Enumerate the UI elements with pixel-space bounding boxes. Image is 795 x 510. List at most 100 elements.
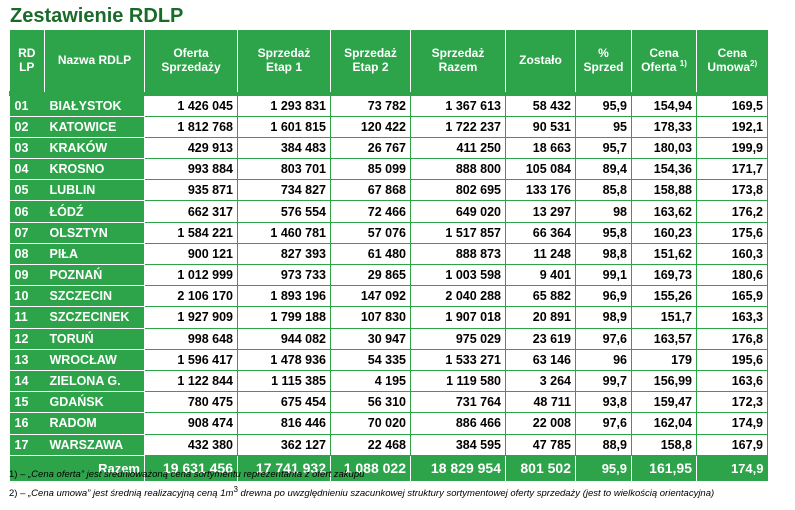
- cell-etap1: 362 127: [237, 433, 331, 456]
- total-cena-umowa: 174,9: [696, 455, 768, 482]
- header-razem: Sprzedaż Razem: [410, 30, 506, 91]
- cell-oferta: 662 317: [144, 200, 238, 223]
- cell-cena-umowa: 172,3: [696, 391, 768, 414]
- cell-etap1: 1 893 196: [237, 285, 331, 308]
- total-razem: 18 829 954: [410, 455, 506, 482]
- row-lp: 05: [9, 179, 45, 202]
- cell-zostalo: 47 785: [505, 433, 576, 456]
- cell-etap2: 4 195: [330, 369, 411, 393]
- cell-zostalo: 58 432: [505, 94, 576, 117]
- row-name: PIŁA: [44, 243, 145, 266]
- cell-etap2: 107 830: [330, 306, 411, 329]
- footnote-1: 1) – „Cena oferta” jest średnioważoną ce…: [9, 469, 365, 480]
- cell-cena-oferta: 158,88: [631, 179, 697, 202]
- cell-oferta: 1 812 768: [144, 115, 238, 138]
- table-row: 05 LUBLIN 935 871 734 827 67 868 802 695 133 1…: [9, 179, 768, 202]
- header-rdlp: RD LP: [9, 30, 45, 91]
- cell-proc: 98: [575, 200, 632, 223]
- cell-zostalo: 20 891: [505, 306, 576, 329]
- table-row: 02 KATOWICE 1 812 768 1 601 815 120 422 1 722…: [9, 115, 768, 138]
- table-row: 03 KRAKÓW 429 913 384 483 26 767 411 250 18 66…: [9, 136, 768, 160]
- cell-zostalo: 48 711: [505, 391, 576, 414]
- row-lp: 02: [9, 116, 45, 138]
- cell-razem: 886 466: [410, 412, 506, 435]
- cell-proc: 89,4: [575, 158, 632, 181]
- cell-proc: 97,6: [575, 327, 632, 350]
- cell-etap1: 1 115 385: [237, 369, 331, 393]
- row-lp: 17: [9, 434, 45, 456]
- header-etap2: Sprzedaż Etap 2: [330, 30, 411, 91]
- header-etap1: Sprzedaż Etap 1: [237, 30, 331, 91]
- row-name: GDAŃSK: [44, 391, 145, 414]
- cell-razem: 1 907 018: [410, 306, 506, 329]
- cell-cena-umowa: 199,9: [696, 136, 768, 160]
- cell-oferta: 1 122 844: [144, 369, 238, 393]
- table-row: 14 ZIELONA G. 1 122 844 1 115 385 4 195 1 119…: [9, 369, 768, 393]
- row-lp: 10: [9, 285, 45, 308]
- cell-zostalo: 13 297: [505, 200, 576, 223]
- cell-zostalo: 65 882: [505, 285, 576, 308]
- cell-razem: 411 250: [410, 136, 506, 160]
- cell-zostalo: 66 364: [505, 221, 576, 244]
- cell-razem: 1 517 857: [410, 221, 506, 244]
- total-proc: 95,9: [575, 455, 632, 482]
- total-zostalo: 801 502: [505, 455, 576, 482]
- cell-cena-umowa: 174,9: [696, 412, 768, 435]
- total-cena-oferta: 161,95: [631, 455, 697, 482]
- cell-razem: 1 533 271: [410, 348, 506, 371]
- row-name: OLSZTYN: [44, 222, 145, 244]
- cell-etap1: 1 293 831: [237, 94, 331, 117]
- header-cena-umowa: Cena Umowa2): [696, 30, 768, 91]
- table-row: 09 POZNAŃ 1 012 999 973 733 29 865 1 003 598 9…: [9, 263, 768, 287]
- cell-etap1: 675 454: [237, 391, 331, 414]
- table-row: 12 TORUŃ 998 648 944 082 30 947 975 029 23 619…: [9, 327, 768, 350]
- cell-etap1: 827 393: [237, 242, 331, 266]
- table-row: 07 OLSZTYN 1 584 221 1 460 781 57 076 1 517 8…: [9, 221, 768, 244]
- cell-cena-umowa: 163,6: [696, 369, 768, 393]
- row-name: ŁÓDŹ: [44, 200, 145, 223]
- cell-cena-oferta: 155,26: [631, 285, 697, 308]
- cell-cena-oferta: 151,62: [631, 242, 697, 266]
- total-oferta: 19 631 456: [144, 455, 238, 482]
- cell-etap1: 973 733: [237, 263, 331, 287]
- cell-zostalo: 18 663: [505, 136, 576, 160]
- row-name: WROCŁAW: [44, 349, 145, 371]
- cell-oferta: 1 927 909: [144, 306, 238, 329]
- cell-etap2: 56 310: [330, 391, 411, 414]
- cell-razem: 384 595: [410, 433, 506, 456]
- table-row: 10 SZCZECIN 2 106 170 1 893 196 147 092 2 040…: [9, 285, 768, 308]
- cell-zostalo: 23 619: [505, 327, 576, 350]
- cell-etap2: 70 020: [330, 412, 411, 435]
- cell-cena-oferta: 178,33: [631, 115, 697, 138]
- cell-cena-oferta: 156,99: [631, 369, 697, 393]
- cell-razem: 731 764: [410, 391, 506, 414]
- row-name: BIAŁYSTOK: [44, 95, 145, 117]
- total-etap2: 1 088 022: [330, 455, 411, 482]
- header-proc: % Sprzed: [575, 30, 632, 91]
- cell-proc: 95,8: [575, 221, 632, 244]
- header-cena-oferta: Cena Oferta 1): [631, 30, 697, 91]
- row-name: SZCZECIN: [44, 285, 145, 308]
- cell-oferta: 1 426 045: [144, 94, 238, 117]
- cell-cena-umowa: 176,2: [696, 200, 768, 223]
- cell-cena-oferta: 154,94: [631, 94, 697, 117]
- row-name: POZNAŃ: [44, 264, 145, 287]
- row-name: LUBLIN: [44, 179, 145, 202]
- table-row: 01 BIAŁYSTOK 1 426 045 1 293 831 73 782 1 367…: [9, 94, 768, 117]
- cell-cena-oferta: 179: [631, 348, 697, 371]
- cell-etap2: 147 092: [330, 285, 411, 308]
- cell-razem: 1 119 580: [410, 369, 506, 393]
- cell-proc: 99,1: [575, 263, 632, 287]
- cell-razem: 802 695: [410, 179, 506, 202]
- cell-etap2: 54 335: [330, 348, 411, 371]
- header-oferta: Oferta Sprzedaży: [144, 30, 238, 91]
- row-lp: 01: [9, 95, 45, 117]
- cell-etap1: 384 483: [237, 136, 331, 160]
- cell-etap2: 120 422: [330, 115, 411, 138]
- cell-oferta: 935 871: [144, 179, 238, 202]
- cell-etap2: 72 466: [330, 200, 411, 223]
- row-name: RADOM: [44, 412, 145, 435]
- cell-cena-umowa: 165,9: [696, 285, 768, 308]
- cell-proc: 98,9: [575, 306, 632, 329]
- cell-oferta: 780 475: [144, 391, 238, 414]
